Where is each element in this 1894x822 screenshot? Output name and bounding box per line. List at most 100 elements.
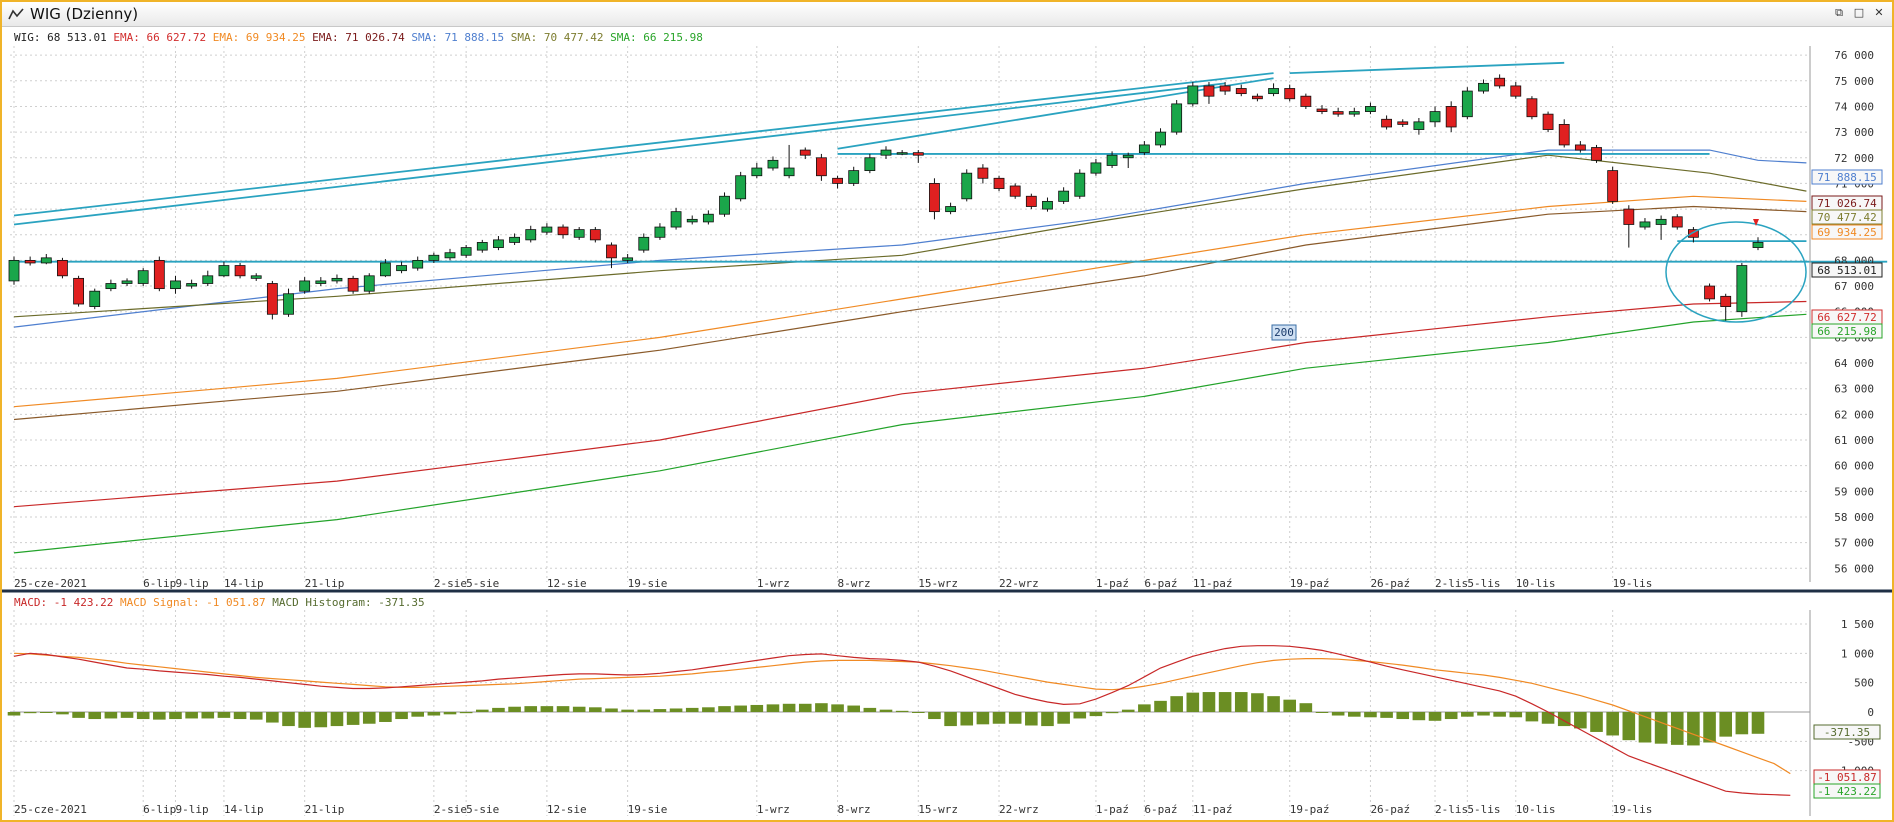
legend-label: SMA: — [504, 31, 544, 44]
histogram-bar — [443, 712, 457, 715]
histogram-bar — [1251, 693, 1264, 712]
price-tag-value: 71 888.15 — [1817, 171, 1877, 184]
candle-up — [170, 280, 181, 290]
candle-up — [1365, 106, 1376, 112]
candle-up — [1074, 172, 1086, 197]
candle-down — [1671, 216, 1683, 228]
x-tick-label: 8-wrz — [838, 577, 871, 590]
macd-tag-box — [1813, 783, 1881, 799]
maximize-button[interactable]: □ — [1853, 6, 1865, 19]
histogram-bar — [1331, 712, 1345, 716]
price-tag-value: 71 026.74 — [1817, 197, 1877, 210]
x-tick-label: 9-lip — [175, 803, 208, 816]
histogram-bar — [1751, 712, 1765, 734]
x-tick-label: 14-lip — [224, 577, 264, 590]
price-tick-label: 62 000 — [1834, 408, 1874, 421]
histogram-bar — [1283, 699, 1297, 712]
legend-label: MACD Histogram: — [266, 596, 379, 609]
price-tick-label: 61 000 — [1834, 434, 1874, 447]
candle-up — [654, 226, 666, 238]
candle-up — [1155, 131, 1166, 146]
histogram-bar — [395, 712, 408, 720]
histogram-bar — [1574, 712, 1587, 729]
close-button[interactable]: ✕ — [1874, 6, 1884, 19]
price-tag-box — [1811, 262, 1883, 278]
histogram-bar — [1089, 712, 1103, 717]
candle-down — [799, 149, 811, 156]
candle-down — [1591, 147, 1602, 161]
legend-label: EMA: — [206, 31, 246, 44]
candle-down — [816, 157, 827, 177]
histogram-bar — [1138, 704, 1151, 712]
price-tag-value: 70 477.42 — [1817, 211, 1877, 224]
candle-down — [1574, 144, 1586, 151]
histogram-bar — [1396, 712, 1410, 720]
candle-up — [961, 172, 973, 200]
annotation-badge-box — [1271, 324, 1297, 341]
chart-app-icon — [8, 8, 24, 20]
candle-down — [1397, 121, 1409, 125]
histogram-bar — [1493, 712, 1506, 717]
histogram-bar — [572, 706, 586, 712]
macd-panel[interactable]: MACD: -1 423.22 MACD Signal: -1 051.87 M… — [7, 596, 1881, 816]
price-panel[interactable]: 200 WIG: 68 513.01 EMA: 66 627.72 EMA: 6… — [8, 31, 1888, 590]
x-tick-label: 9-lip — [175, 577, 208, 590]
histogram-bar — [88, 712, 102, 720]
candle-down — [977, 167, 989, 179]
restore-button[interactable]: ⧉ — [1835, 6, 1843, 19]
x-tick-label: 2-lis — [1435, 803, 1468, 816]
candle-up — [751, 167, 763, 177]
candle-up — [1106, 154, 1118, 166]
macd-histogram — [7, 692, 1765, 746]
candle-up — [428, 254, 440, 261]
price-tick-label: 58 000 — [1834, 511, 1874, 524]
candle-down — [1607, 170, 1619, 202]
candle-up — [396, 265, 407, 272]
histogram-bar — [734, 705, 747, 712]
x-tick-label: 19-sie — [628, 577, 668, 590]
candle-up — [1138, 144, 1150, 154]
annotation-badge[interactable]: 200 — [1271, 324, 1297, 341]
candle-up — [137, 270, 149, 284]
candle-down — [1445, 106, 1457, 128]
histogram-bar — [1170, 696, 1183, 712]
x-tick-label: 25-cze-2021 — [14, 577, 87, 590]
x-tick-label: 12-sie — [547, 803, 587, 816]
candle-up — [40, 257, 52, 264]
histogram-bar — [201, 712, 215, 719]
histogram-bar — [475, 709, 489, 712]
candle-down — [57, 259, 68, 277]
histogram-bar — [1299, 703, 1313, 712]
macd-tag-box — [1813, 724, 1881, 740]
candle-up — [509, 236, 520, 243]
trendline — [837, 77, 1274, 150]
candle-up — [460, 247, 472, 256]
candle-down — [1235, 88, 1247, 95]
price-tick-label: 56 000 — [1834, 562, 1874, 575]
price-tick-label: 75 000 — [1834, 75, 1874, 88]
x-tick-label: 22-wrz — [999, 803, 1039, 816]
candle-down — [266, 283, 278, 315]
histogram-bar — [1380, 712, 1393, 718]
histogram-bar — [524, 706, 538, 712]
candle-up — [880, 149, 892, 156]
candle-up — [315, 280, 327, 284]
histogram-bar — [169, 712, 182, 720]
candle-up — [121, 280, 133, 284]
histogram-bar — [427, 712, 441, 716]
x-tick-label: 26-paź — [1370, 803, 1410, 816]
x-tick-label: 15-wrz — [918, 577, 958, 590]
candle-down — [1203, 85, 1215, 97]
histogram-bar — [56, 712, 69, 715]
chart-area[interactable]: 200 WIG: 68 513.01 EMA: 66 627.72 EMA: 6… — [2, 26, 1892, 822]
histogram-bar — [1025, 712, 1038, 726]
histogram-bar — [1057, 712, 1070, 724]
title-bar: WIG (Dzienny) ⧉ □ ✕ — [2, 2, 1892, 27]
candle-down — [929, 183, 940, 213]
candle-up — [299, 280, 311, 292]
ema_sma_brown-line — [13, 205, 1807, 421]
histogram-bar — [1008, 712, 1022, 724]
histogram-bar — [39, 712, 53, 713]
